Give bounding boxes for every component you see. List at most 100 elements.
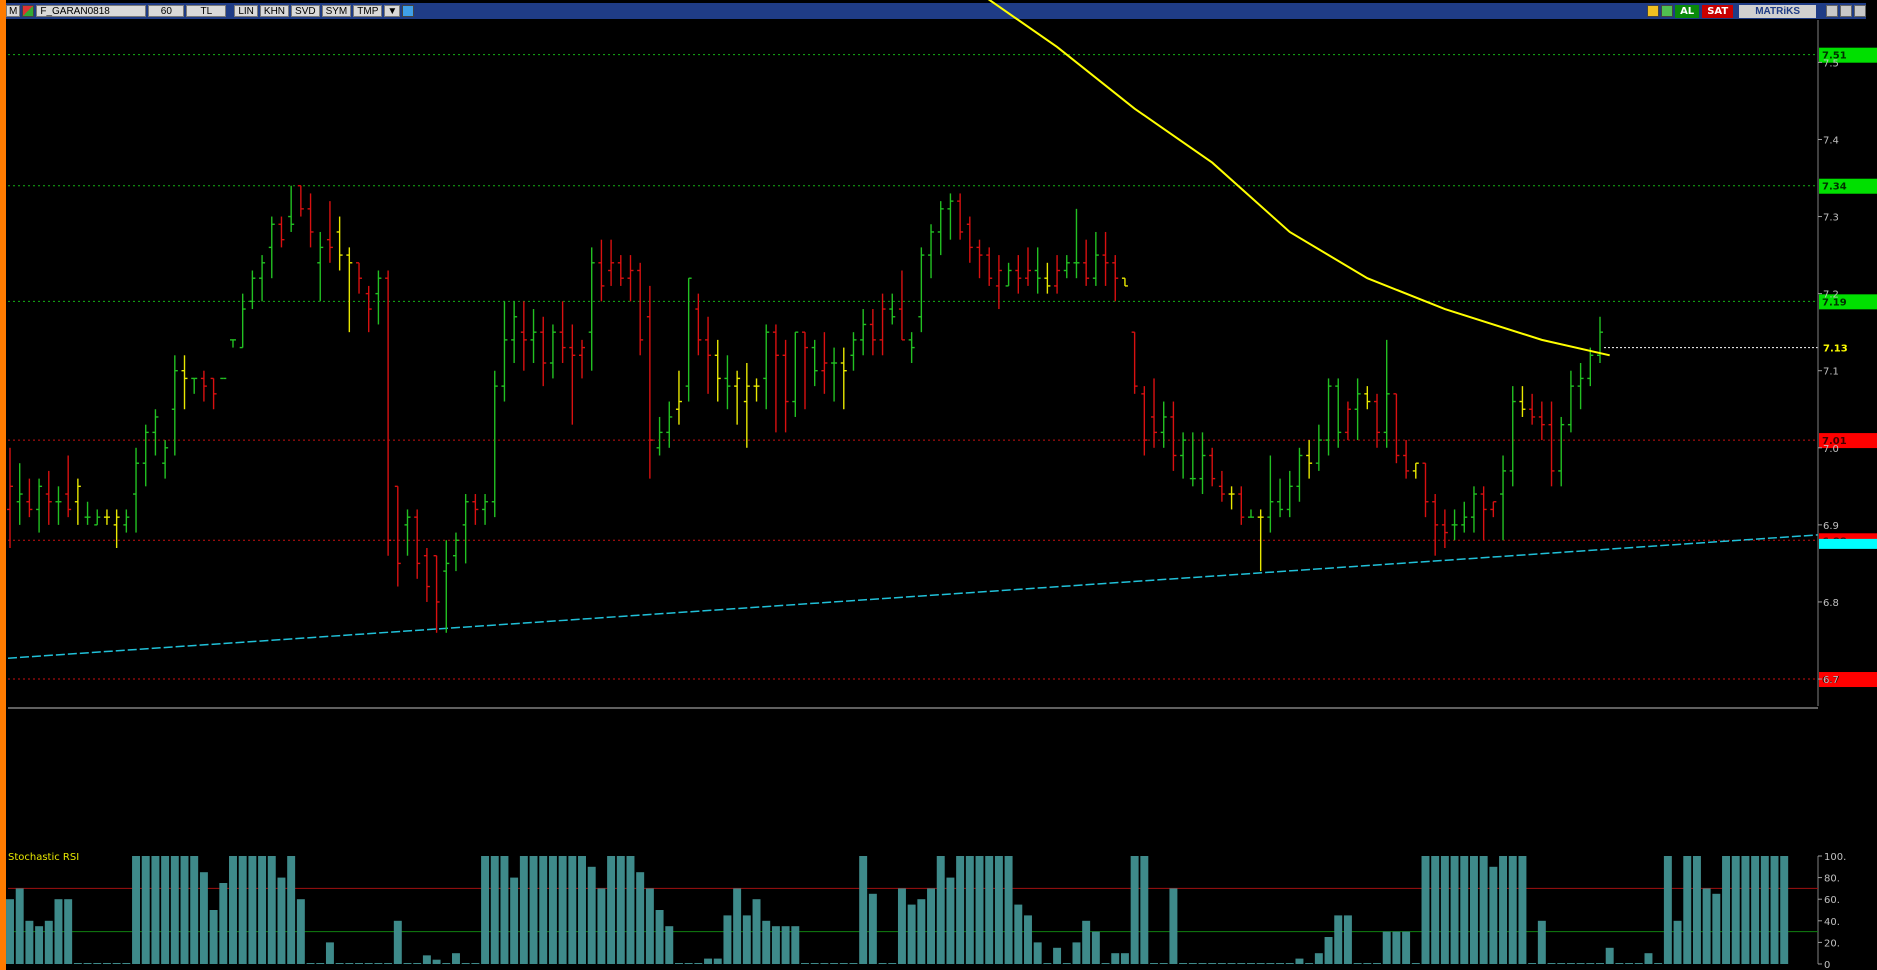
price-tick-label: 7.4 (1823, 135, 1839, 146)
stoch-rsi-bar (636, 872, 645, 964)
stoch-rsi-bar (1111, 953, 1120, 964)
stoch-rsi-bar (471, 963, 480, 964)
toolbar-button-sym[interactable]: SYM (321, 5, 352, 17)
stoch-rsi-bar (1053, 947, 1062, 964)
price-level-lines (8, 54, 1818, 680)
stoch-rsi-bar (1644, 953, 1653, 964)
price-level-tag-label: 7.01 (1822, 436, 1847, 447)
stoch-rsi-bar (791, 926, 800, 964)
toolbar-button-lin[interactable]: LIN (234, 5, 258, 17)
stoch-rsi-bar (1421, 856, 1430, 964)
toolbar-button-khn[interactable]: KHN (259, 5, 290, 17)
currency-field[interactable]: TL (186, 5, 227, 17)
stoch-rsi-bar (364, 963, 373, 964)
stoch-rsi-bar (1780, 856, 1789, 964)
stoch-rsi-bar (1227, 963, 1236, 964)
close-icon[interactable] (1854, 5, 1866, 17)
stoch-rsi-bar (1518, 856, 1527, 964)
stoch-rsi-bar (762, 920, 771, 964)
stoch-rsi-bar (500, 856, 509, 964)
price-tick-label: 7.2 (1823, 290, 1839, 301)
stoch-rsi-bar (1120, 953, 1129, 964)
stoch-rsi-bar (490, 856, 499, 964)
stoch-rsi-bar (73, 963, 82, 964)
stoch-rsi-bar (442, 963, 451, 964)
stoch-rsi-bar (452, 953, 460, 964)
stoch-rsi-bar (25, 920, 34, 964)
stoch-rsi-bar (1722, 856, 1731, 964)
stoch-rsi-bar (1062, 963, 1071, 964)
price-tick-label: 6.9 (1823, 521, 1839, 532)
stoch-rsi-bar (1276, 963, 1285, 964)
stoch-rsi-bar (1683, 856, 1692, 964)
sell-button[interactable]: SAT (1702, 4, 1734, 18)
stoch-rsi-bar (985, 856, 994, 964)
symbol-field[interactable]: F_GARAN0818 (36, 5, 147, 17)
stoch-rsi-bar (316, 963, 325, 964)
trendline-layer (7, 534, 1819, 659)
stoch-rsi-bar (1033, 942, 1042, 964)
stoch-rsi-bar (587, 866, 596, 964)
stoch-rsi-bar (413, 963, 422, 964)
stochastic-rsi-panel: 0 20. 40. 60. 80. 100. Stochastic RSI (6, 852, 1846, 970)
stoch-rsi-bar (93, 963, 102, 964)
stoch-rsi-bar (839, 963, 848, 964)
stoch-rsi-bar (1314, 953, 1323, 964)
stoch-rsi-bar (258, 856, 267, 964)
stoch-rsi-bar (44, 920, 53, 964)
stoch-rsi-bar (1605, 947, 1614, 964)
stoch-rsi-bar (1557, 963, 1566, 964)
stoch-rsi-bar (655, 910, 664, 964)
refresh-icon[interactable] (1661, 5, 1674, 17)
moving-average-layer (987, 0, 1610, 357)
stoch-rsi-bar (393, 920, 402, 964)
minimize-icon[interactable] (1826, 5, 1838, 17)
menu-button[interactable]: M (6, 5, 21, 17)
stoch-rsi-bar (384, 963, 393, 964)
stoch-rsi-bar (1208, 963, 1217, 964)
stoch-rsi-bar (723, 915, 732, 964)
stoch-rsi-bar (229, 856, 237, 964)
lightning-icon[interactable] (1647, 5, 1660, 17)
stoch-rsi-bar (54, 899, 63, 964)
stoch-rsi-bar (481, 856, 490, 964)
support-trendline (7, 534, 1819, 659)
stoch-rsi-bar (1576, 963, 1585, 964)
stoch-rsi-bar (374, 963, 383, 964)
stoch-rsi-bar (132, 856, 141, 964)
stoch-rsi-bar (335, 963, 344, 964)
stoch-rsi-bar (1537, 920, 1546, 964)
stoch-rsi-bar (665, 926, 674, 964)
stoch-rsi-bar (267, 856, 276, 964)
stoch-rsi-bar (1654, 963, 1663, 964)
stoch-rsi-bar (1140, 856, 1149, 964)
stoch-rsi-bar (1179, 963, 1188, 964)
indicator-tick-label: 100. (1824, 852, 1846, 863)
stoch-rsi-bar (704, 958, 713, 964)
stoch-rsi-bar (878, 963, 887, 964)
stoch-rsi-bar (238, 856, 247, 964)
period-field[interactable]: 60 (148, 5, 185, 17)
stoch-rsi-bar (1402, 931, 1411, 964)
stoch-rsi-bar (1072, 942, 1081, 964)
stoch-rsi-bar (1615, 963, 1624, 964)
stoch-rsi-bar (1150, 963, 1158, 964)
stoch-rsi-bar (64, 899, 73, 964)
toolbar-button-svd[interactable]: SVD (291, 5, 320, 17)
share-icon[interactable] (402, 5, 415, 17)
chart-type-icon[interactable] (22, 5, 35, 17)
price-tick-label: 7.1 (1823, 367, 1839, 378)
dropdown-arrow-icon[interactable]: ▼ (384, 5, 401, 17)
price-level-tag (1819, 178, 1877, 194)
maximize-icon[interactable] (1840, 5, 1852, 17)
stoch-rsi-bar (1130, 856, 1139, 964)
stoch-rsi-bar (355, 963, 363, 964)
price-tick-label: 6.7 (1823, 675, 1839, 686)
stoch-rsi-bar (190, 856, 199, 964)
stoch-rsi-bar (616, 856, 625, 964)
stoch-rsi-bar (219, 883, 228, 964)
buy-button[interactable]: AL (1675, 4, 1700, 18)
toolbar-button-tmp[interactable]: TMP (353, 5, 383, 17)
stoch-rsi-bar (1024, 915, 1032, 964)
